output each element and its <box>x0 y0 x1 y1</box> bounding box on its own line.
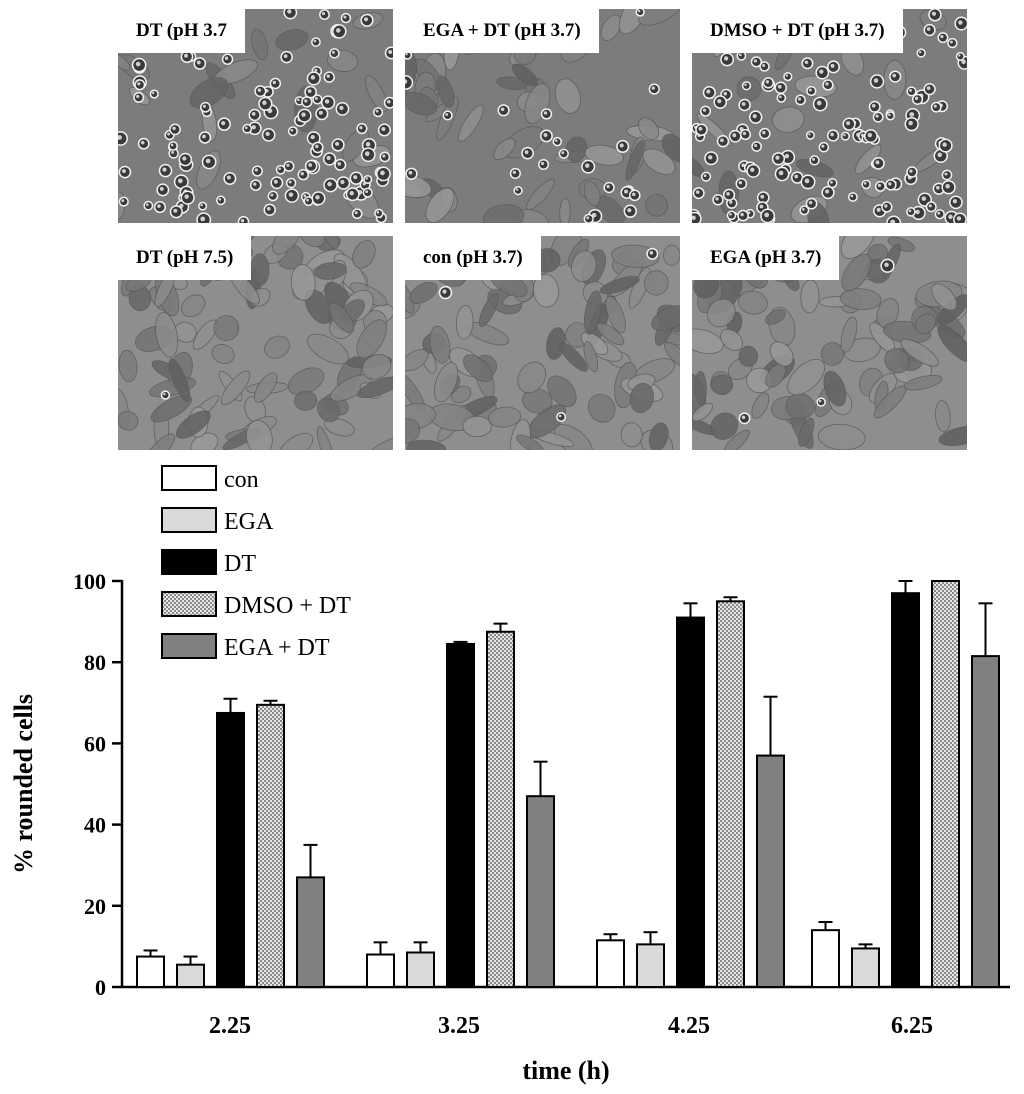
bar <box>216 711 245 988</box>
y-tick-label: 80 <box>84 650 106 675</box>
bar <box>526 795 555 988</box>
bar <box>811 929 840 988</box>
panel-label: DMSO + DT (pH 3.7) <box>692 9 903 53</box>
bar <box>256 703 285 989</box>
legend-swatch <box>161 507 217 533</box>
y-axis-title: % rounded cells <box>9 694 38 874</box>
micrograph-panel: EGA + DT (pH 3.7) <box>405 9 680 223</box>
micrograph-panel: DT (pH 3.7 <box>118 9 393 223</box>
micrograph-panel: EGA (pH 3.7) <box>692 236 967 450</box>
bar <box>716 600 745 988</box>
bar <box>406 951 435 988</box>
panel-label: DT (pH 7.5) <box>118 236 252 280</box>
micrograph-panel: DMSO + DT (pH 3.7) <box>692 9 967 223</box>
legend-label: EGA <box>224 509 274 535</box>
y-tick-label: 40 <box>84 813 106 838</box>
x-tick-label: 2.25 <box>209 1013 251 1039</box>
legend-swatch <box>161 549 217 575</box>
bar <box>446 642 475 988</box>
x-tick-label: 6.25 <box>891 1013 933 1039</box>
y-tick-label: 20 <box>84 894 106 919</box>
panel-label: EGA (pH 3.7) <box>692 236 840 280</box>
bar <box>931 580 960 988</box>
bar <box>756 754 785 989</box>
legend-label: EGA + DT <box>224 635 330 661</box>
x-axis-title: time (h) <box>522 1056 609 1085</box>
y-tick-label: 0 <box>95 975 106 1000</box>
panel-label: EGA + DT (pH 3.7) <box>405 9 599 53</box>
y-tick-label: 60 <box>84 731 106 756</box>
legend-label: DT <box>224 551 256 577</box>
bar <box>676 616 705 988</box>
x-tick-label: 4.25 <box>668 1013 710 1039</box>
legend-label: DMSO + DT <box>224 593 351 619</box>
bar <box>366 953 395 989</box>
bar <box>891 592 920 988</box>
legend-swatch <box>161 591 217 617</box>
bar <box>176 963 205 988</box>
x-tick-label: 3.25 <box>438 1013 480 1039</box>
legend-swatch <box>161 633 217 659</box>
micrograph-panel: DT (pH 7.5) <box>118 236 393 450</box>
y-tick-label: 100 <box>73 569 106 594</box>
bar <box>971 655 1000 988</box>
bar <box>596 939 625 988</box>
bar <box>296 876 325 989</box>
legend-label: con <box>224 467 259 493</box>
panel-label: DT (pH 3.7 <box>118 9 245 53</box>
bar <box>136 955 165 988</box>
bar <box>636 943 665 988</box>
legend-swatch <box>161 465 217 491</box>
bar <box>486 630 515 988</box>
bar <box>851 947 880 988</box>
panel-label: con (pH 3.7) <box>405 236 541 280</box>
micrograph-image <box>118 9 393 223</box>
micrograph-panel: con (pH 3.7) <box>405 236 680 450</box>
